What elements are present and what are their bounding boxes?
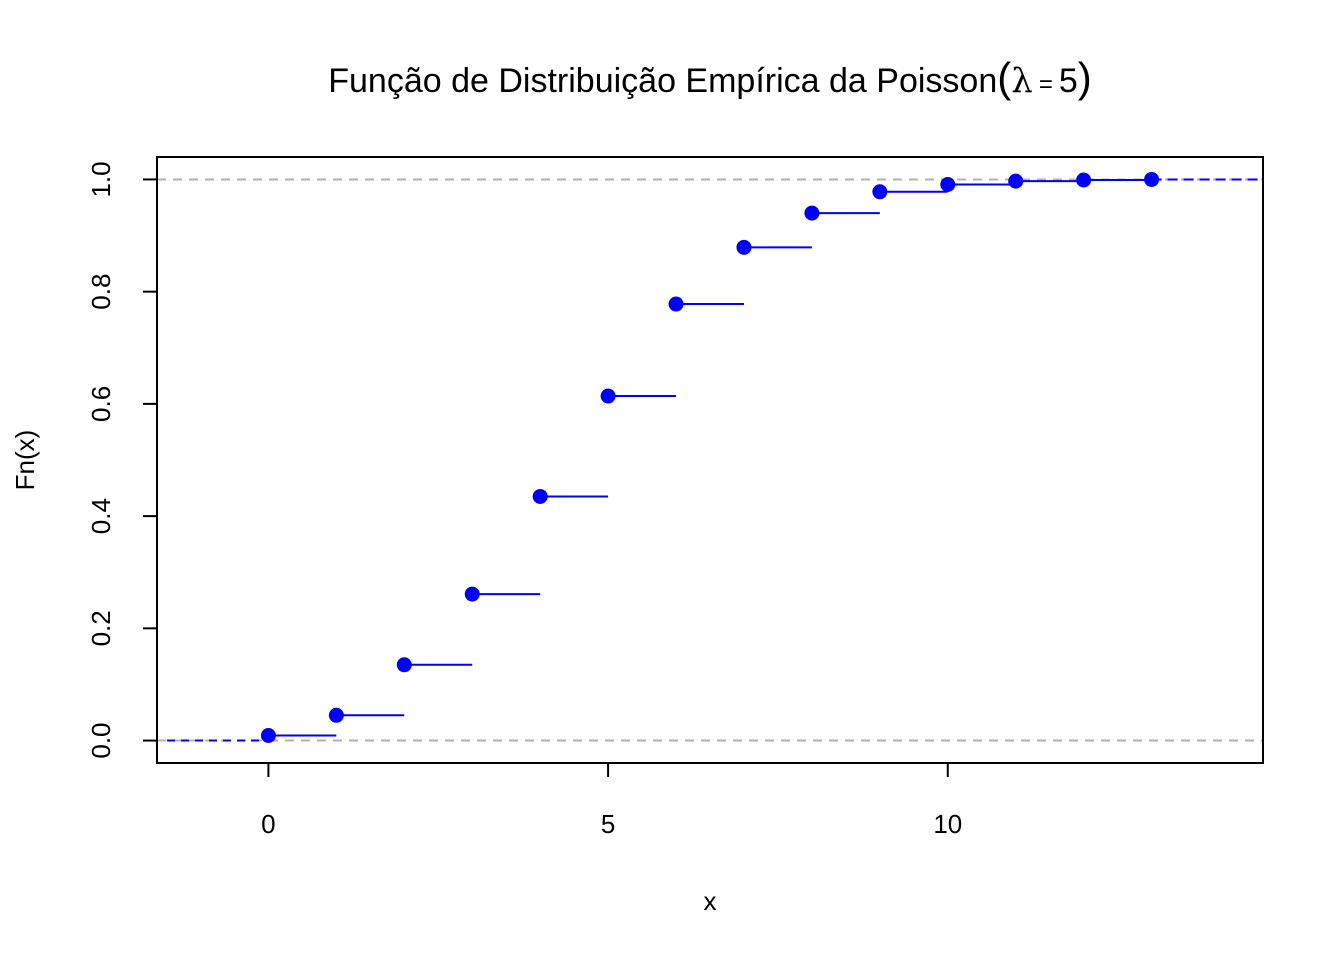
step-point bbox=[600, 388, 616, 404]
step-point bbox=[736, 239, 752, 255]
title-lambda-value: 5 bbox=[1059, 62, 1078, 100]
reference-lines bbox=[157, 178, 1263, 742]
y-tick-label: 0.2 bbox=[86, 610, 116, 646]
step-point bbox=[260, 728, 276, 744]
y-tick-label: 1.0 bbox=[86, 161, 116, 197]
series-steps bbox=[167, 171, 1263, 744]
title-prefix: Função de Distribuição Empírica da Poiss… bbox=[328, 62, 997, 100]
step-point bbox=[872, 184, 888, 200]
axes: 0 5 10 0.0 0.2 0.4 0.6 0.8 1.0 bbox=[86, 156, 1264, 839]
step-point bbox=[668, 296, 684, 312]
step-point bbox=[328, 707, 344, 723]
step-point bbox=[804, 205, 820, 221]
chart-title: Função de Distribuição Empírica da Poiss… bbox=[328, 54, 1092, 101]
y-tick-label: 0.6 bbox=[86, 386, 116, 422]
x-tick-label: 0 bbox=[261, 809, 275, 839]
step-point bbox=[532, 488, 548, 504]
step-point bbox=[1008, 173, 1024, 189]
step-point bbox=[1076, 172, 1092, 188]
y-tick-label: 0.0 bbox=[86, 722, 116, 758]
step-point bbox=[396, 657, 412, 673]
y-tick-label: 0.4 bbox=[86, 498, 116, 534]
plot-frame bbox=[156, 156, 1264, 764]
title-equals: = bbox=[1039, 71, 1053, 98]
x-tick-label: 10 bbox=[933, 809, 962, 839]
x-tick-label: 5 bbox=[601, 809, 615, 839]
y-tick-label: 0.8 bbox=[86, 274, 116, 310]
step-point bbox=[464, 586, 480, 602]
title-open-paren: ( bbox=[997, 54, 1011, 101]
step-point bbox=[1144, 171, 1160, 187]
y-axis-label: Fn(x) bbox=[10, 430, 40, 491]
title-close-paren: ) bbox=[1078, 54, 1092, 101]
title-lambda: λ bbox=[1011, 61, 1033, 101]
step-point bbox=[940, 176, 956, 192]
x-axis-label: x bbox=[704, 886, 717, 916]
